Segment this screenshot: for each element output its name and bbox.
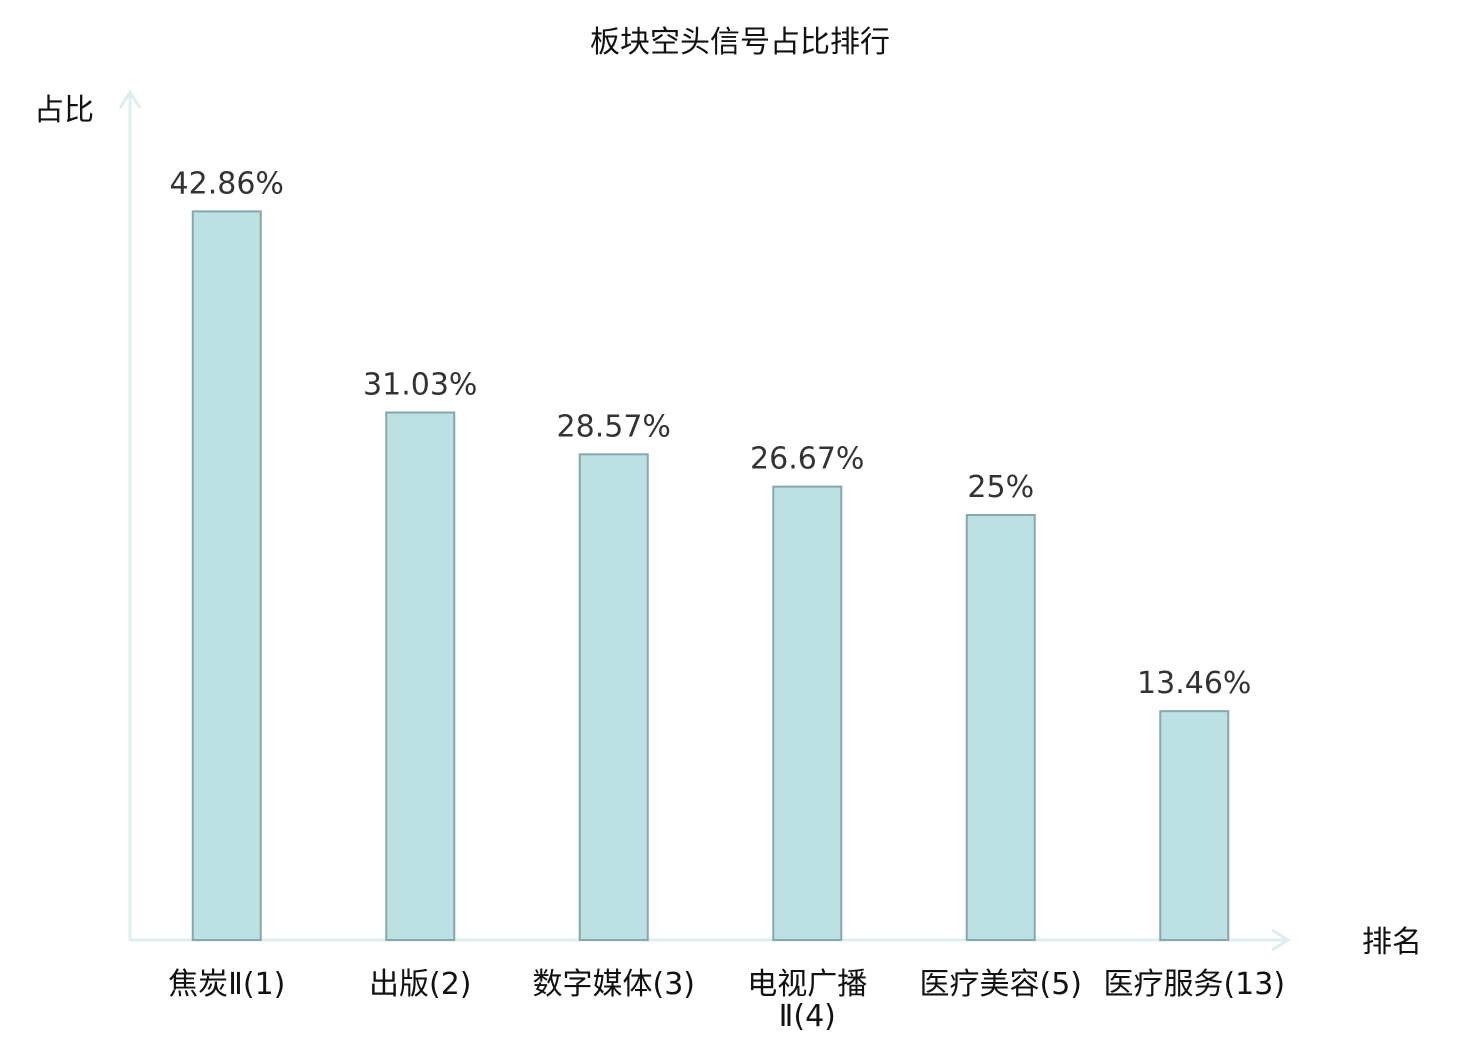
bars-group — [191, 210, 1230, 941]
category-name: 医疗美容 — [920, 967, 1040, 1002]
value-label-1: 42.86% — [170, 166, 284, 201]
category-name-line2: Ⅱ — [779, 999, 794, 1034]
category-rank: (4) — [793, 999, 836, 1034]
category-rank: (5) — [1040, 967, 1083, 1002]
category-name: 焦炭Ⅱ — [168, 967, 243, 1002]
category-label-2: 出版(2) — [369, 967, 472, 1002]
bar-3 — [578, 453, 649, 941]
y-axis-label: 占比 — [34, 93, 94, 128]
category-label-6: 医疗服务(13) — [1103, 967, 1285, 1002]
value-label-4: 26.67% — [750, 442, 864, 477]
category-name: 医疗服务 — [1103, 967, 1223, 1002]
bar-6 — [1159, 710, 1230, 941]
y-axis-arrow-icon — [118, 89, 142, 109]
chart-title: 板块空头信号占比排行 — [590, 25, 890, 60]
category-name: 数字媒体 — [533, 967, 653, 1002]
value-labels-group: 42.86% 31.03% 28.57% 26.67% 25% 13.46% — [170, 166, 1252, 701]
value-label-2: 31.03% — [363, 367, 477, 402]
value-label-6: 13.46% — [1137, 666, 1251, 701]
category-rank: (1) — [243, 967, 286, 1002]
category-label-4-line2: Ⅱ(4) — [779, 999, 836, 1034]
category-rank: (2) — [429, 967, 472, 1002]
category-rank: (3) — [653, 967, 696, 1002]
value-label-3: 28.57% — [557, 409, 671, 444]
bar-1 — [191, 210, 262, 941]
category-rank: (13) — [1223, 967, 1285, 1002]
x-axis-label: 排名 — [1362, 925, 1422, 960]
category-label-1: 焦炭Ⅱ(1) — [168, 967, 285, 1002]
x-axis-arrow-icon — [1271, 928, 1291, 952]
category-label-4: 电视广播 — [747, 967, 867, 1002]
category-label-5: 医疗美容(5) — [920, 967, 1083, 1002]
bar-5 — [965, 514, 1036, 941]
bar-4 — [772, 485, 843, 941]
value-label-5: 25% — [967, 470, 1034, 505]
category-label-3: 数字媒体(3) — [533, 967, 696, 1002]
category-name: 出版 — [369, 967, 429, 1002]
axes — [118, 89, 1291, 952]
category-name: 电视广播 — [747, 967, 867, 1002]
bar-2 — [385, 411, 456, 941]
